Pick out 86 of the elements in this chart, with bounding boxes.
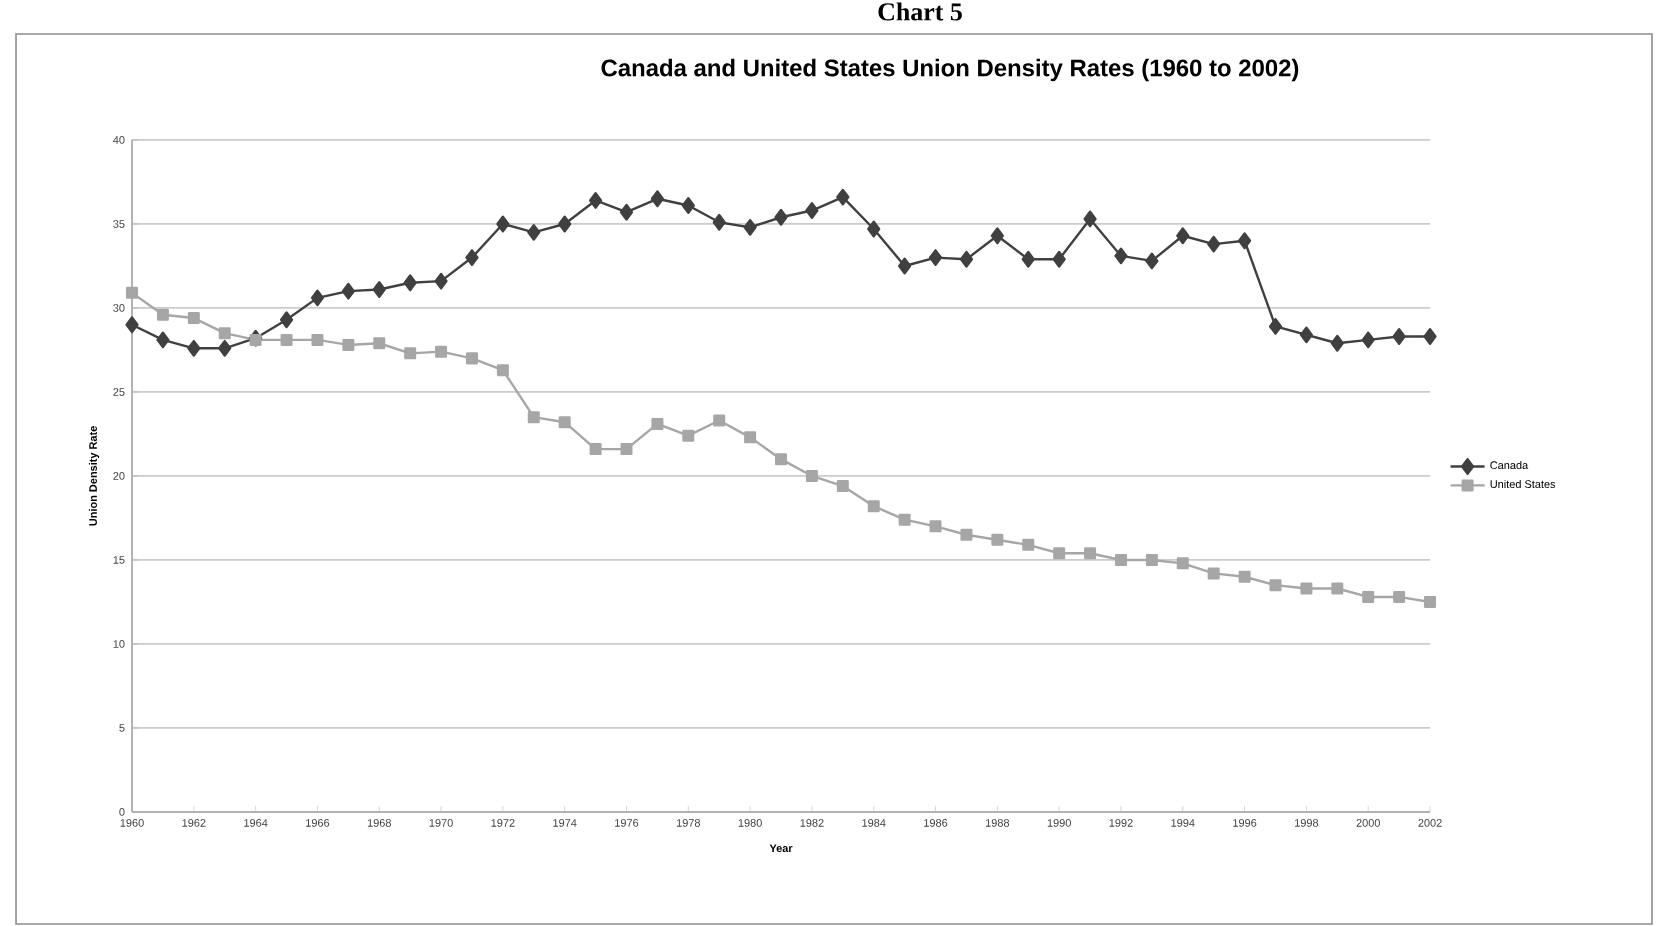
point — [126, 286, 139, 299]
point — [1176, 227, 1190, 245]
point — [651, 417, 664, 430]
point — [1114, 553, 1127, 566]
point — [712, 213, 726, 231]
point — [991, 533, 1004, 546]
point — [805, 202, 819, 219]
point — [620, 443, 633, 456]
point — [867, 500, 880, 513]
point — [342, 338, 355, 351]
point — [1207, 235, 1221, 253]
point — [279, 311, 294, 329]
point — [1361, 331, 1375, 349]
point — [1331, 582, 1344, 595]
point — [1268, 318, 1283, 335]
point — [1330, 334, 1344, 352]
point — [465, 249, 479, 266]
point — [928, 249, 943, 266]
point — [434, 272, 448, 290]
point — [1299, 326, 1313, 344]
point — [341, 282, 355, 300]
point — [373, 337, 386, 350]
point — [650, 190, 664, 208]
point — [1114, 247, 1128, 265]
point — [1053, 547, 1066, 560]
point — [682, 429, 695, 442]
point — [775, 453, 788, 466]
point — [496, 215, 510, 233]
point — [156, 308, 169, 321]
point — [187, 312, 200, 325]
point — [558, 416, 571, 429]
point — [743, 218, 757, 236]
point — [1207, 567, 1220, 580]
point — [1145, 553, 1158, 566]
point — [187, 339, 201, 357]
point — [403, 274, 417, 292]
point — [1084, 547, 1097, 560]
point — [1362, 590, 1375, 603]
point — [310, 289, 325, 307]
point — [1022, 538, 1035, 551]
point — [496, 364, 509, 377]
point — [1237, 232, 1252, 250]
point — [744, 431, 757, 444]
point — [681, 197, 695, 214]
point — [527, 223, 541, 241]
point — [125, 316, 139, 334]
point — [435, 345, 448, 358]
point — [1021, 250, 1035, 268]
caption: Chart 5 — [878, 2, 962, 21]
point — [836, 480, 849, 493]
point — [218, 327, 231, 340]
point — [1392, 328, 1406, 345]
point — [929, 520, 942, 533]
point — [713, 414, 726, 427]
point — [465, 352, 478, 365]
point — [1176, 557, 1189, 570]
point — [404, 347, 417, 360]
point — [619, 203, 634, 221]
point — [1238, 570, 1251, 583]
point — [588, 192, 603, 209]
point — [589, 443, 602, 456]
point — [1052, 250, 1066, 268]
point — [280, 333, 293, 346]
point — [960, 528, 973, 541]
point — [527, 411, 540, 424]
point — [959, 250, 974, 268]
point — [898, 257, 912, 275]
point — [898, 513, 911, 526]
point — [1083, 210, 1097, 228]
point — [558, 215, 572, 233]
point — [774, 208, 788, 226]
point — [805, 469, 818, 482]
point — [1145, 252, 1159, 270]
point — [372, 281, 386, 298]
point — [1393, 590, 1406, 603]
point — [867, 220, 881, 238]
point — [1423, 328, 1437, 345]
point — [311, 333, 324, 346]
point — [1269, 579, 1282, 592]
chart-title: Canada and United States Union Density Rates (1960 to 2002) — [601, 58, 1299, 82]
point — [1424, 595, 1437, 608]
point — [836, 188, 850, 206]
point — [218, 339, 232, 357]
point — [990, 227, 1004, 245]
point — [1300, 582, 1313, 595]
point — [156, 331, 170, 349]
